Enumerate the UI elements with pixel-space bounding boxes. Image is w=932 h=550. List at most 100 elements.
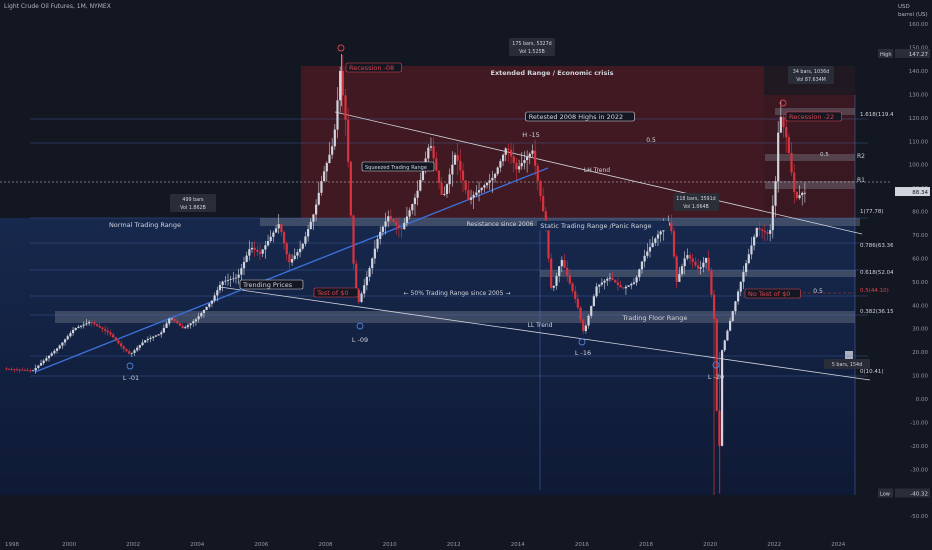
candle-body (82, 324, 85, 326)
candle-body (141, 342, 144, 346)
candle-body (74, 328, 77, 330)
candle-body (336, 100, 339, 130)
candle-body (670, 222, 673, 232)
candle-body (635, 277, 638, 283)
pivot-marker-5 (712, 361, 720, 369)
candle-body (403, 222, 406, 230)
label-extended-range: Extended Range / Economic crisis (491, 69, 614, 77)
candle-body (720, 350, 724, 446)
candle-body (184, 327, 187, 329)
candle-body (23, 370, 27, 371)
candle-body (31, 370, 35, 372)
candle-body (496, 167, 499, 174)
candle-body (785, 127, 788, 138)
stats-line2-3: Vol 1.064B (683, 204, 709, 210)
label-static-range-box (536, 220, 669, 231)
candle-body (325, 163, 328, 172)
y-tick-15: 10.00 (912, 374, 928, 380)
candle-body (160, 332, 163, 335)
stats-line2-1: Vol 87.634M (796, 77, 826, 83)
candle-body (242, 261, 246, 269)
fib-label-3: 0.786(63.36) (860, 243, 896, 249)
candle-body (747, 254, 750, 264)
candle-body (229, 279, 232, 280)
candle-body (488, 180, 491, 183)
candle-body (381, 226, 384, 232)
candle-body (435, 158, 438, 171)
candle-body (34, 367, 37, 371)
candle-body (485, 182, 489, 186)
candle-body (793, 172, 796, 193)
y-tick-10: 60.00 (912, 256, 928, 262)
candle-body (627, 285, 630, 287)
y-tick-0: 160.00 (909, 22, 929, 28)
candle-body (344, 95, 347, 120)
candle-body (349, 161, 352, 216)
candle-body (104, 329, 107, 331)
candle-body (547, 229, 550, 259)
candle-body (341, 70, 344, 96)
candle-body (769, 230, 772, 234)
candle-body (309, 221, 312, 230)
candle-body (560, 259, 563, 267)
label-recession08-box (345, 62, 402, 73)
candle-body (194, 319, 198, 322)
consolidation-band-3 (765, 154, 855, 161)
candle-body (384, 221, 387, 227)
candle-body (803, 192, 806, 194)
candle-body (10, 368, 13, 370)
candle-body (120, 343, 123, 347)
candle-body (801, 192, 804, 196)
candle-body (795, 192, 798, 199)
candle-body (611, 277, 614, 281)
candle-body (571, 283, 574, 292)
label-recession08: Recession -08 (349, 64, 394, 72)
stats-line1-3: 118 bars, 3591d (676, 196, 715, 202)
candle-body (339, 70, 342, 101)
price-axis-bg (893, 0, 932, 550)
candle-body (659, 231, 662, 235)
candle-body (429, 146, 433, 148)
candle-body (787, 137, 790, 153)
consolidation-band-2 (55, 311, 855, 323)
candle-body (45, 358, 48, 361)
candle-body (379, 231, 382, 239)
candle-body (531, 150, 534, 154)
stats-box-4 (824, 359, 870, 369)
candle-body (371, 258, 374, 269)
candle-body (608, 277, 612, 279)
candle-body (58, 345, 61, 349)
candle-body (26, 370, 29, 372)
candle-body (512, 156, 515, 163)
candle-body (587, 315, 590, 326)
trend-lines (34, 111, 871, 381)
label-half-mid: 0.5 (813, 288, 823, 295)
candle-body (125, 348, 128, 352)
candle-body (405, 216, 409, 223)
candle-body (737, 291, 740, 302)
candle-body (106, 330, 109, 333)
stats-box-1 (788, 66, 834, 84)
candle-body (389, 216, 392, 220)
fib-label-1: 0.5 (820, 152, 829, 158)
x-tick-1: 2000 (62, 542, 76, 548)
candle-body (50, 353, 53, 356)
label-ll-trend: LL Trend (527, 322, 552, 329)
candle-body (651, 242, 654, 248)
candle-body (77, 326, 80, 329)
candle-body (55, 348, 59, 351)
candle-body (253, 247, 256, 250)
candle-body (469, 197, 473, 200)
key-level-tag-bg-0 (878, 48, 893, 58)
candle-body (352, 215, 355, 264)
x-tick-3: 2004 (190, 542, 204, 548)
candle-body (392, 219, 395, 223)
candle-body (397, 225, 401, 228)
candle-body (691, 258, 694, 262)
y-tick-19: -30.00 (910, 467, 928, 473)
candle-body (221, 281, 224, 285)
y-tick-9: 70.00 (912, 233, 928, 239)
label-retested: Retested 2008 Highs in 2022 (529, 113, 623, 121)
fib-label-2: 1(77.78) (860, 209, 884, 215)
